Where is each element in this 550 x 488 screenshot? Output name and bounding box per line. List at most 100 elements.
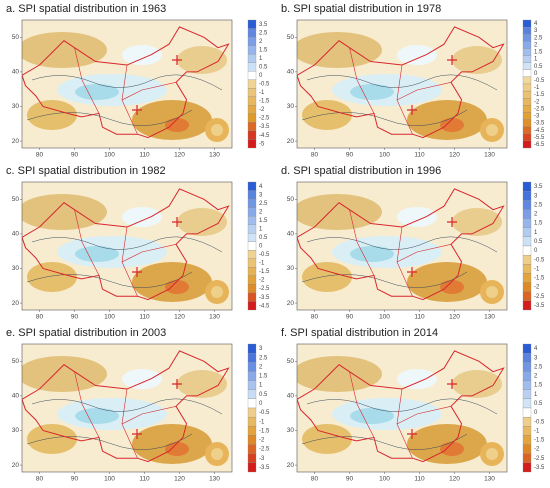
x-tick-label: 110	[414, 152, 425, 159]
colorbar-label: -2	[259, 438, 265, 444]
colorbar-label: 1	[534, 57, 538, 63]
x-tick-label: 110	[139, 314, 150, 321]
x-tick-label: 100	[104, 314, 115, 321]
colorbar-cell	[522, 352, 532, 363]
colorbar-cell	[247, 250, 257, 259]
x-tick-label: 100	[379, 152, 390, 159]
colorbar-label: -3.5	[259, 295, 270, 301]
colorbar-label: -4.5	[534, 128, 545, 134]
colorbar-cell	[522, 83, 532, 92]
colorbar-cell	[522, 19, 532, 28]
colorbar-cell	[522, 112, 532, 120]
panel-title: a. SPI spatial distribution in 1963	[6, 3, 166, 15]
colorbar-label: -0.5	[534, 78, 545, 84]
x-tick-label: 110	[139, 476, 150, 483]
colorbar-cell	[247, 426, 257, 436]
colorbar-cell	[247, 343, 257, 354]
y-tick-label: 30	[287, 427, 295, 434]
colorbar-cell	[522, 218, 532, 228]
colorbar-cell	[522, 200, 532, 210]
map-frame	[21, 19, 233, 149]
colorbar-label: -5	[259, 141, 265, 147]
y-tick-label: 50	[287, 358, 295, 365]
panel-title: e. SPI spatial distribution in 2003	[6, 327, 166, 339]
map-image	[292, 344, 507, 472]
y-tick-label: 20	[12, 138, 20, 145]
x-tick-label: 130	[484, 152, 495, 159]
colorbar-label: -0.5	[534, 419, 545, 425]
colorbar-label: -1	[534, 266, 540, 272]
colorbar-cell	[247, 79, 257, 89]
colorbar-cell	[247, 435, 257, 445]
x-tick-label: 110	[139, 152, 150, 159]
colorbar-cell	[247, 122, 257, 132]
colorbar-label: -3.5	[534, 303, 545, 309]
colorbar-cell	[522, 209, 532, 219]
colorbar-label: -6.5	[534, 142, 545, 148]
colorbar-cell	[522, 435, 532, 445]
colorbar-cell	[247, 36, 257, 46]
colorbar-label: -2	[259, 278, 265, 284]
panel: e. SPI spatial distribution in 2003 80 90 1…	[6, 327, 270, 483]
colorbar-cell	[522, 245, 532, 256]
colorbar-cell	[522, 380, 532, 390]
colorbar-label: 2	[259, 364, 263, 370]
panel: c. SPI spatial distribution in 1982 80 90 1…	[6, 165, 270, 321]
panel: a. SPI spatial distribution in 1963 80 90 1…	[6, 3, 270, 159]
colorbar-label: 1	[534, 392, 538, 398]
colorbar-label: -1	[259, 261, 265, 267]
colorbar-cell	[247, 258, 257, 268]
map-frame	[21, 181, 233, 311]
colorbar-cell	[522, 300, 532, 311]
colorbar-cell	[522, 140, 532, 149]
colorbar-label: -2.5	[534, 106, 545, 112]
map-image	[292, 20, 507, 148]
y-tick-label: 40	[12, 69, 20, 76]
map-frame	[296, 343, 508, 473]
x-tick-label: 120	[174, 314, 185, 321]
colorbar-cell	[522, 227, 532, 238]
x-tick-label: 90	[71, 476, 79, 483]
colorbar-label: 0	[534, 248, 538, 254]
x-tick-label: 130	[209, 476, 220, 483]
panel-title: b. SPI spatial distribution in 1978	[281, 3, 441, 15]
panel-title: f. SPI spatial distribution in 2014	[281, 327, 438, 339]
x-tick-label: 130	[484, 314, 495, 321]
x-tick-label: 130	[209, 314, 220, 321]
x-tick-label: 90	[71, 314, 79, 321]
colorbar-label: 3	[259, 192, 263, 198]
colorbar-label: -3.5	[259, 465, 270, 471]
colorbar-cell	[247, 416, 257, 427]
colorbar-label: 2.5	[259, 30, 268, 36]
colorbar-label: -3	[259, 456, 265, 462]
colorbar-label: 3.5	[534, 184, 543, 190]
colorbar-label: 0	[534, 410, 538, 416]
colorbar-label: 1.5	[259, 47, 268, 53]
map-frame	[296, 181, 508, 311]
x-tick-label: 120	[449, 314, 460, 321]
panel-title: c. SPI spatial distribution in 1982	[6, 165, 166, 177]
colorbar-cell	[247, 371, 257, 381]
x-tick-label: 80	[36, 152, 44, 159]
colorbar-label: -3.5	[534, 465, 545, 471]
x-tick-label: 90	[346, 314, 354, 321]
colorbar-label: -2	[534, 99, 540, 105]
colorbar-label: 1	[259, 383, 263, 389]
colorbar-cell	[247, 19, 257, 29]
colorbar-label: 2	[259, 39, 263, 45]
colorbar-cell	[522, 407, 532, 418]
y-tick-label: 30	[12, 265, 20, 272]
colorbar-cell	[522, 453, 532, 464]
y-tick-label: 50	[12, 34, 20, 41]
colorbar-label: 0.5	[259, 65, 268, 71]
colorbar-cell	[247, 53, 257, 63]
colorbar-label: -2.5	[534, 456, 545, 462]
colorbar-cell	[247, 380, 257, 390]
colorbar-cell	[247, 96, 257, 106]
colorbar-label: 3	[534, 355, 538, 361]
colorbar-label: -1	[259, 90, 265, 96]
colorbar-cell	[522, 48, 532, 56]
colorbar-label: 2.5	[534, 202, 543, 208]
colorbar-cell	[247, 130, 257, 140]
colorbar-cell	[247, 198, 257, 208]
